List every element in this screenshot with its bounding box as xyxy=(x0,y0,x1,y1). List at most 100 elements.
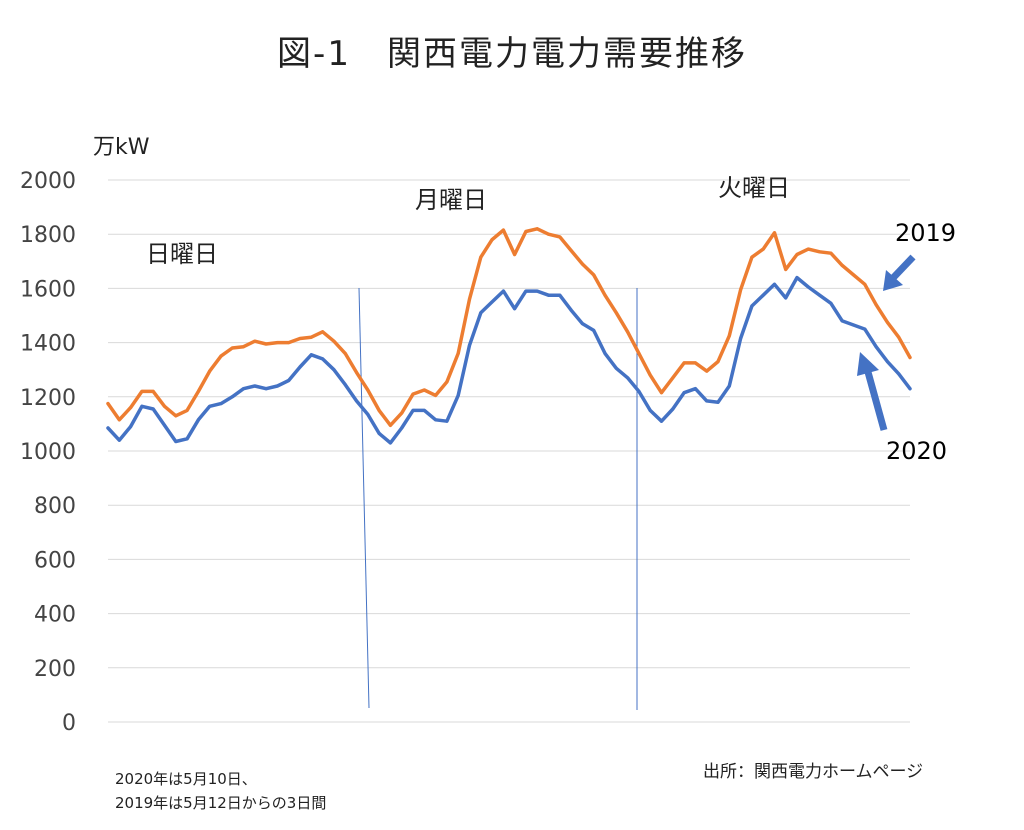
data-point-2019-38 xyxy=(535,227,539,231)
data-point-2020-55 xyxy=(727,384,731,388)
data-point-2019-51 xyxy=(682,361,686,365)
data-point-2019-19 xyxy=(321,330,325,334)
data-point-2019-64 xyxy=(829,251,833,255)
series-label-2020: 2020 xyxy=(886,437,947,465)
source-note: 出所：関西電力ホームページ xyxy=(703,762,923,782)
data-point-2019-59 xyxy=(773,231,776,235)
data-point-2019-32 xyxy=(468,297,471,301)
data-point-2020-42 xyxy=(580,322,584,326)
data-point-2019-14 xyxy=(264,342,268,346)
data-point-2020-37 xyxy=(524,289,528,293)
data-point-2019-60 xyxy=(784,267,788,271)
data-point-2019-11 xyxy=(230,346,234,350)
data-point-2019-3 xyxy=(140,389,144,393)
y-tick-label: 0 xyxy=(62,711,76,736)
data-point-2020-54 xyxy=(716,400,720,404)
data-point-2020-2 xyxy=(129,425,133,429)
data-point-2020-71 xyxy=(908,387,912,391)
date-note-line-2: 2019年は5月12日からの3日間 xyxy=(115,794,326,812)
data-point-2019-48 xyxy=(648,373,652,377)
data-point-2019-35 xyxy=(501,228,505,232)
data-point-2019-47 xyxy=(637,351,641,355)
data-point-2019-65 xyxy=(840,263,844,267)
data-point-2019-1 xyxy=(117,418,121,422)
data-point-2020-35 xyxy=(501,289,505,293)
data-point-2019-61 xyxy=(795,253,799,256)
data-point-2019-20 xyxy=(332,339,336,343)
data-point-2020-13 xyxy=(253,384,257,388)
data-point-2019-28 xyxy=(422,388,426,392)
data-point-2019-43 xyxy=(592,273,596,277)
data-point-2020-33 xyxy=(479,311,483,315)
data-point-2020-65 xyxy=(840,319,844,323)
data-point-2019-58 xyxy=(761,247,765,251)
data-point-2019-57 xyxy=(750,255,754,259)
data-point-2019-33 xyxy=(479,255,483,259)
data-point-2019-13 xyxy=(253,339,257,343)
data-point-2019-0 xyxy=(106,402,110,406)
data-point-2020-5 xyxy=(163,423,166,427)
arrow-2020-icon xyxy=(857,352,888,431)
data-point-2019-54 xyxy=(716,360,720,364)
data-point-2020-4 xyxy=(151,407,155,411)
data-point-2019-40 xyxy=(558,235,562,239)
data-point-2020-45 xyxy=(614,366,618,370)
data-point-2020-58 xyxy=(761,293,765,297)
data-point-2019-52 xyxy=(693,361,697,365)
data-point-2020-7 xyxy=(185,437,189,441)
data-point-2019-69 xyxy=(885,320,889,324)
data-point-2019-36 xyxy=(513,253,517,256)
y-axis-unit: 万kW xyxy=(93,135,150,160)
data-point-2020-68 xyxy=(874,345,878,349)
series-lines xyxy=(106,227,912,445)
data-point-2020-40 xyxy=(558,293,562,297)
data-point-2020-3 xyxy=(140,404,144,408)
date-note-line-1: 2020年は5月10日、 xyxy=(115,770,257,788)
data-point-2020-63 xyxy=(818,293,822,297)
data-point-2019-18 xyxy=(309,335,313,339)
data-point-2020-48 xyxy=(648,408,652,412)
data-point-2020-50 xyxy=(671,407,675,411)
series-line-2019 xyxy=(106,227,912,428)
data-point-2019-45 xyxy=(614,311,618,315)
data-point-2019-7 xyxy=(185,408,189,412)
data-point-2020-6 xyxy=(174,440,178,443)
data-point-2019-53 xyxy=(705,369,709,373)
y-tick-labels: 0 200 400 600 800 1000 1200 1400 1600 1800 2000 xyxy=(20,169,76,736)
data-point-2019-42 xyxy=(580,262,584,266)
data-point-2019-23 xyxy=(366,388,370,392)
data-point-2019-30 xyxy=(445,380,449,384)
data-point-2019-56 xyxy=(739,288,743,292)
data-point-2019-41 xyxy=(569,249,573,252)
y-tick-label: 1000 xyxy=(20,440,76,465)
data-point-2020-62 xyxy=(806,285,810,289)
y-tick-label: 600 xyxy=(34,548,76,573)
data-point-2019-15 xyxy=(275,341,279,345)
y-tick-label: 1600 xyxy=(20,277,76,302)
data-point-2020-43 xyxy=(592,328,596,332)
data-point-2020-67 xyxy=(863,327,867,331)
data-point-2019-4 xyxy=(151,389,155,393)
data-point-2019-16 xyxy=(287,341,291,345)
data-point-2020-36 xyxy=(513,307,517,311)
data-point-2020-56 xyxy=(739,337,743,340)
data-point-2020-66 xyxy=(852,323,855,327)
data-point-2020-16 xyxy=(287,379,291,382)
data-point-2020-1 xyxy=(117,438,121,442)
day-label-tuesday: 火曜日 xyxy=(718,174,790,202)
data-point-2020-69 xyxy=(885,360,889,364)
series-label-2019: 2019 xyxy=(895,219,956,247)
data-point-2019-27 xyxy=(411,392,415,396)
data-point-2019-2 xyxy=(129,406,133,410)
data-point-2019-24 xyxy=(377,408,381,412)
data-point-2019-22 xyxy=(355,370,358,374)
data-point-2020-39 xyxy=(547,293,550,297)
y-tick-label: 1800 xyxy=(20,223,76,248)
data-point-2019-17 xyxy=(298,337,302,340)
data-point-2020-22 xyxy=(355,399,358,403)
data-point-2020-49 xyxy=(660,419,663,423)
data-point-2020-11 xyxy=(230,395,234,399)
data-point-2019-68 xyxy=(874,303,878,307)
data-point-2020-57 xyxy=(750,304,754,308)
data-point-2020-60 xyxy=(784,296,788,300)
